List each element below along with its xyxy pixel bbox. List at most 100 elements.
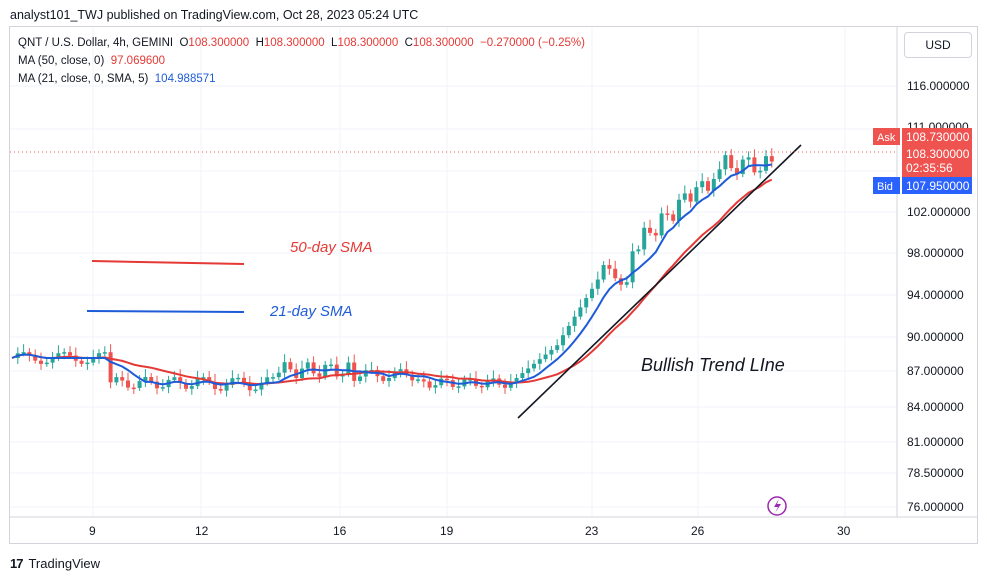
candle-body bbox=[503, 384, 507, 388]
candle-body bbox=[416, 379, 420, 381]
candle-body bbox=[33, 355, 38, 361]
ma50-label: MA (50, close, 0) bbox=[18, 55, 105, 67]
footer: 17 TradingView bbox=[10, 556, 100, 571]
candle-body bbox=[230, 378, 235, 385]
candle-body bbox=[537, 359, 542, 364]
candle-body bbox=[729, 155, 734, 169]
low-label: L bbox=[331, 37, 338, 49]
candle-body bbox=[653, 232, 658, 236]
candle-body bbox=[584, 298, 589, 308]
currency-button[interactable]: USD bbox=[904, 32, 972, 58]
candle-body bbox=[218, 389, 223, 391]
candle-body bbox=[50, 357, 55, 363]
candle-body bbox=[126, 380, 130, 388]
candle-body bbox=[717, 169, 722, 179]
annotation-21-day-sma: 21-day SMA bbox=[269, 303, 353, 320]
candle-body bbox=[468, 379, 473, 381]
candle-body bbox=[555, 345, 560, 350]
change-value: −0.270000 (−0.25%) bbox=[480, 37, 585, 49]
high-label: H bbox=[255, 37, 264, 49]
last-value: 108.300000 bbox=[906, 147, 970, 161]
publish-info: analyst101_TWJ published on TradingView.… bbox=[10, 8, 419, 22]
candle-body bbox=[346, 362, 351, 374]
grid-lines bbox=[10, 27, 897, 517]
candle-body bbox=[549, 349, 554, 355]
bid-tag: Bid bbox=[877, 181, 893, 193]
candle-body bbox=[201, 377, 206, 379]
candle-body bbox=[543, 354, 548, 360]
x-tick: 19 bbox=[440, 524, 454, 538]
legend-ma50-row[interactable]: MA (50, close, 0) 97.069600 bbox=[18, 52, 585, 70]
candle-body bbox=[363, 370, 368, 377]
candle-body bbox=[242, 377, 246, 385]
chart-legend: QNT / U.S. Dollar, 4h, GEMINI O108.30000… bbox=[18, 34, 585, 88]
open-value: 108.300000 bbox=[188, 37, 250, 49]
y-tick: 98.000000 bbox=[907, 246, 964, 260]
candle-body bbox=[682, 193, 687, 200]
y-tick: 90.000000 bbox=[907, 330, 964, 344]
symbol-name[interactable]: QNT / U.S. Dollar, 4h, GEMINI bbox=[18, 37, 174, 49]
candle-body bbox=[595, 279, 600, 289]
candle-body bbox=[398, 369, 403, 372]
candle-body bbox=[172, 377, 177, 380]
candle-body bbox=[56, 353, 61, 358]
candle-body bbox=[688, 193, 693, 202]
candle-body bbox=[532, 363, 536, 369]
candle-body bbox=[207, 377, 212, 382]
countdown: 02:35:56 bbox=[906, 161, 953, 175]
candle-body bbox=[514, 378, 519, 383]
candle-body bbox=[613, 268, 618, 279]
ask-value: 108.730000 bbox=[906, 130, 970, 144]
candle-body bbox=[108, 352, 113, 383]
annotation-50-day-sma: 50-day SMA bbox=[290, 239, 373, 256]
candle-body bbox=[694, 187, 699, 202]
x-tick: 9 bbox=[89, 524, 96, 538]
price-label-ask: Ask 108.730000 bbox=[873, 128, 972, 145]
y-tick: 81.000000 bbox=[907, 435, 964, 449]
candle-body bbox=[79, 360, 84, 364]
ma50-value: 97.069600 bbox=[110, 55, 166, 67]
candle-body bbox=[253, 389, 258, 392]
y-tick: 87.000000 bbox=[907, 364, 964, 378]
y-tick: 116.000000 bbox=[907, 79, 970, 93]
tradingview-logo-icon[interactable]: 17 bbox=[10, 556, 24, 571]
candle-body bbox=[160, 387, 165, 389]
close-label: C bbox=[404, 37, 413, 49]
candle-body bbox=[520, 373, 525, 379]
lightning-icon[interactable] bbox=[767, 496, 787, 516]
candle-body bbox=[479, 385, 484, 388]
x-axis: 9 12 16 19 23 26 30 bbox=[89, 524, 851, 538]
legend-ma21-row[interactable]: MA (21, close, 0, SMA, 5) 104.988571 bbox=[18, 70, 585, 88]
candle-body bbox=[648, 227, 652, 233]
candle-body bbox=[381, 376, 386, 381]
ask-tag: Ask bbox=[877, 132, 896, 144]
candle-body bbox=[143, 377, 148, 382]
candle-body bbox=[758, 170, 763, 173]
candle-body bbox=[311, 362, 316, 374]
candle-body bbox=[456, 386, 461, 388]
candle-body bbox=[85, 362, 90, 365]
candle-body bbox=[427, 381, 432, 388]
candle-body bbox=[329, 364, 333, 367]
y-tick: 84.000000 bbox=[907, 400, 964, 414]
candle-body bbox=[288, 362, 293, 370]
candle-body bbox=[21, 352, 26, 354]
candle-body bbox=[137, 381, 142, 388]
candle-body bbox=[213, 381, 217, 390]
high-value: 108.300000 bbox=[263, 37, 325, 49]
brand-name: TradingView bbox=[28, 556, 101, 571]
candle-body bbox=[711, 178, 716, 191]
candle-body bbox=[184, 383, 188, 389]
x-tick: 26 bbox=[691, 524, 705, 538]
candle-body bbox=[677, 199, 681, 221]
candle-body bbox=[44, 362, 49, 365]
candle-body bbox=[601, 265, 606, 280]
candle-body bbox=[120, 377, 125, 381]
ma50-line bbox=[11, 178, 773, 386]
candle-body bbox=[561, 335, 565, 346]
candle-body bbox=[508, 382, 513, 388]
candle-body bbox=[410, 374, 415, 381]
ma21-label: MA (21, close, 0, SMA, 5) bbox=[18, 73, 149, 85]
candle-body bbox=[282, 362, 287, 373]
